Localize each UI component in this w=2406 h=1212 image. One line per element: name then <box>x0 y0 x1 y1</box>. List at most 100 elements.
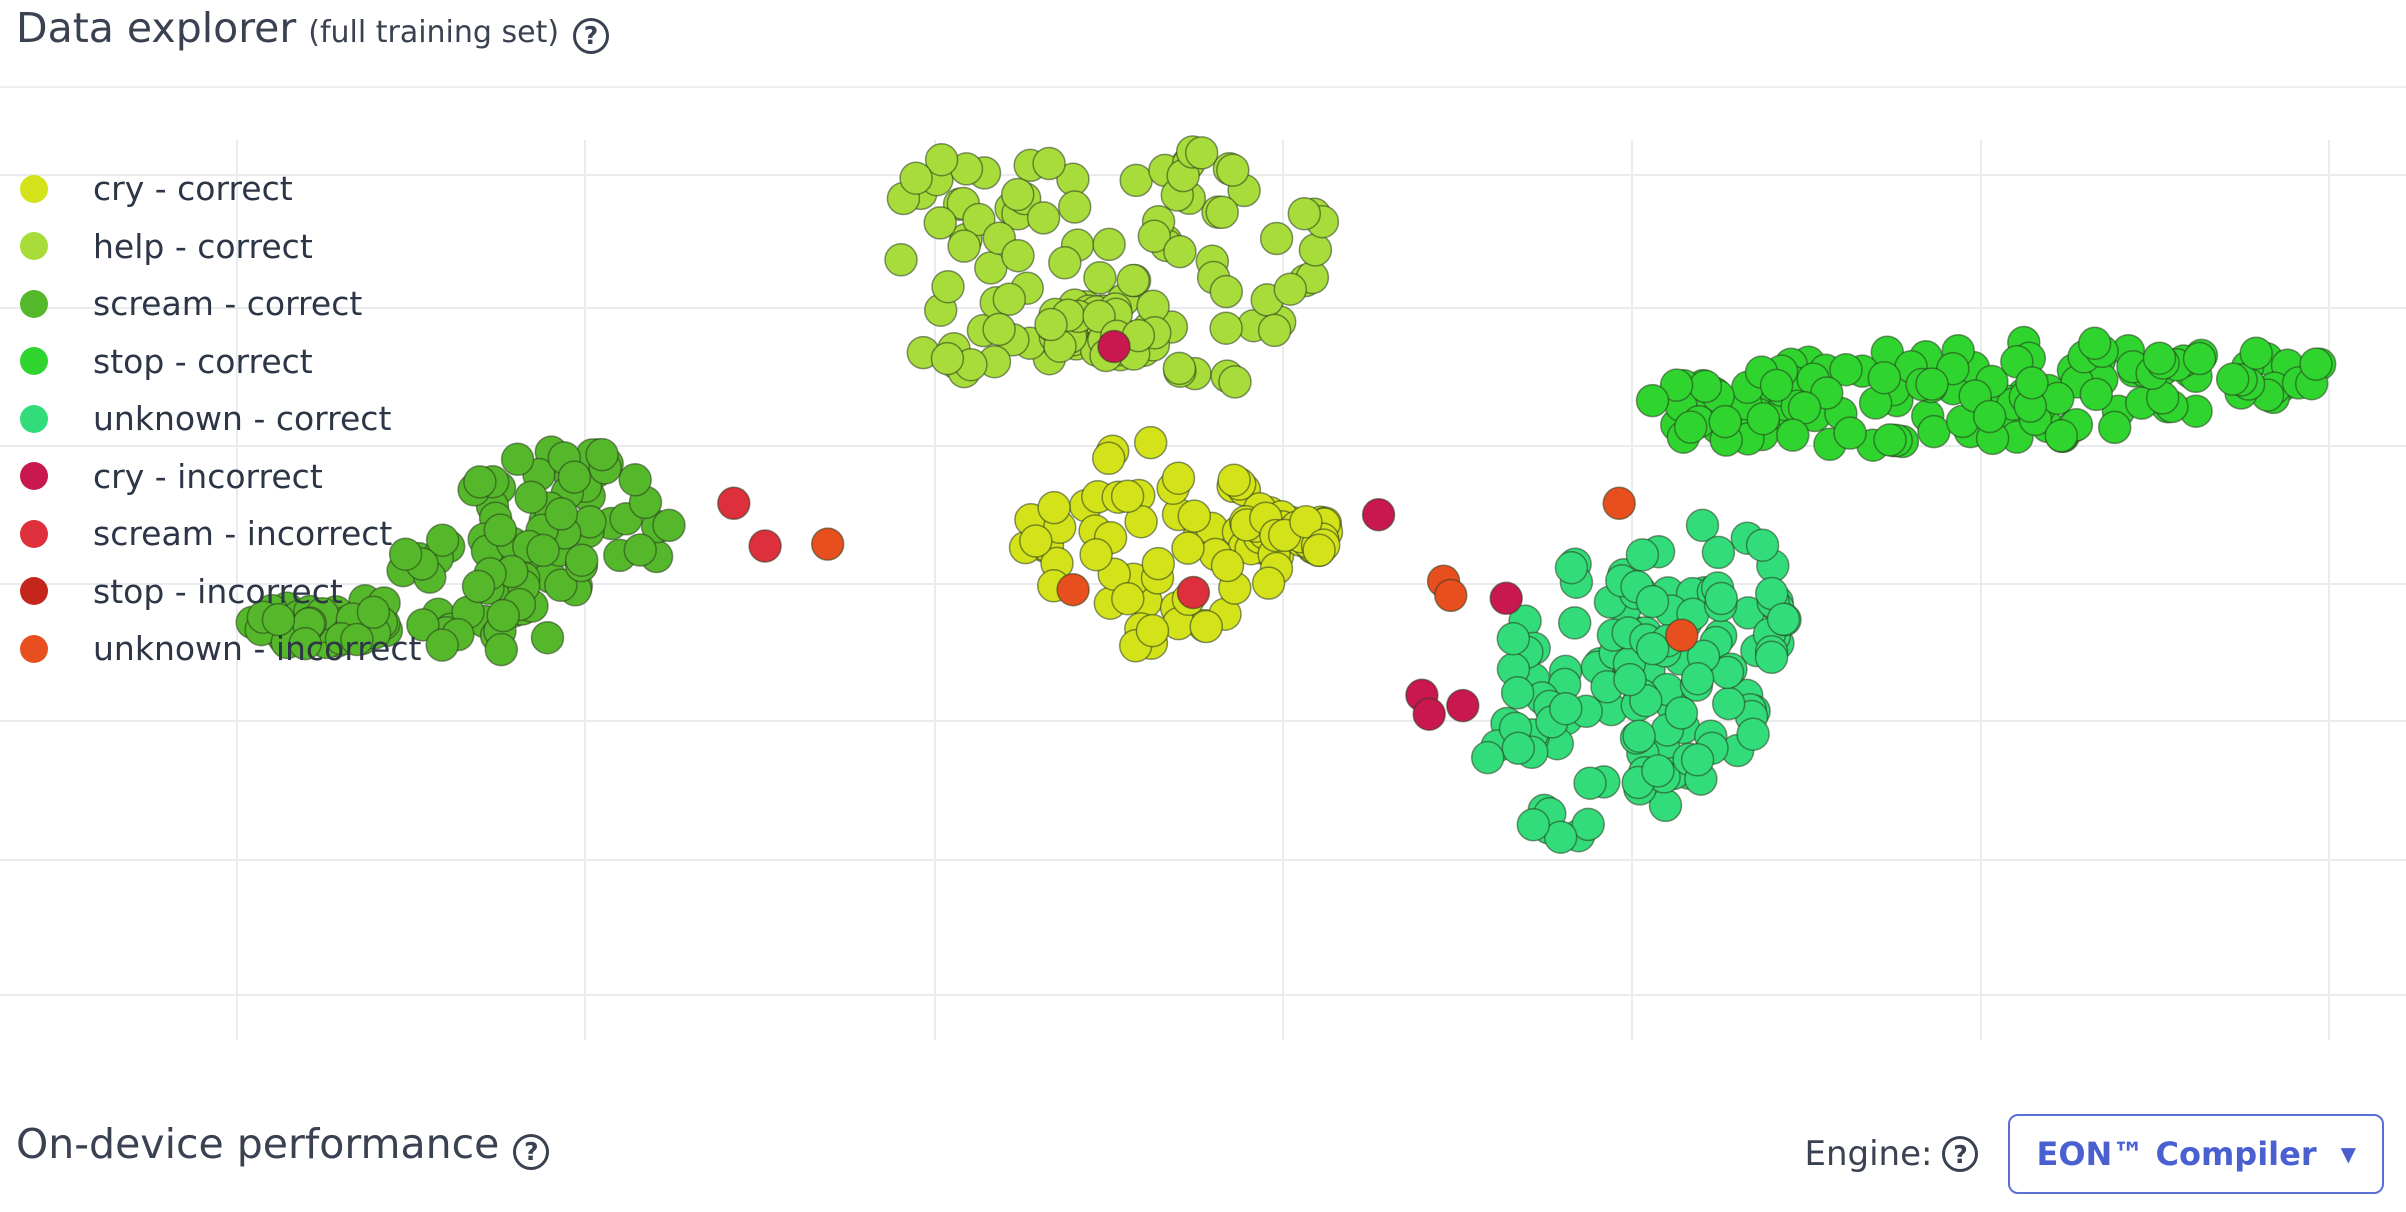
legend-label: unknown - incorrect <box>93 629 422 669</box>
scatter-point <box>2239 336 2273 370</box>
legend-label: cry - incorrect <box>93 456 323 496</box>
scatter-point <box>1210 548 1245 583</box>
scatter-point <box>1680 743 1715 777</box>
legend-swatch <box>20 462 48 491</box>
legend-item[interactable]: scream - correct <box>20 275 421 333</box>
scatter-point <box>261 602 296 637</box>
legend-swatch <box>20 232 48 261</box>
help-icon[interactable]: ? <box>1942 1136 1979 1172</box>
scatter-point <box>1602 486 1636 521</box>
scatter-point <box>1759 368 1794 403</box>
scatter-point <box>484 632 519 667</box>
scatter-point <box>2077 326 2112 361</box>
scatter-point <box>2044 418 2079 453</box>
scatter-point <box>500 442 535 477</box>
legend-item[interactable]: unknown - correct <box>20 390 421 448</box>
scatter-point <box>1161 461 1196 495</box>
scatter-point <box>1302 533 1336 568</box>
scatter-point <box>1613 662 1647 697</box>
legend-label: unknown - correct <box>93 399 392 439</box>
scatter-point <box>1776 418 1810 452</box>
scatter-point <box>1701 535 1736 570</box>
scatter-point <box>340 622 374 657</box>
scatter-point <box>1037 490 1071 525</box>
scatter-point <box>1209 311 1243 345</box>
scatter-point <box>1711 686 1746 721</box>
scatter-point <box>748 529 782 563</box>
scatter-point <box>1141 546 1176 581</box>
scatter-point <box>618 463 652 497</box>
scatter-point <box>1625 538 1660 572</box>
legend-label: scream - incorrect <box>93 514 393 554</box>
scatter-point <box>2079 377 2114 412</box>
scatter-point <box>1298 233 1333 267</box>
scatter-point <box>1685 508 1720 543</box>
scatter-point <box>1680 661 1715 696</box>
scatter-point <box>1622 719 1656 753</box>
legend-item[interactable]: scream - incorrect <box>20 505 421 563</box>
legend-item[interactable]: cry - correct <box>20 160 421 218</box>
chart-legend: cry - correct help - correct scream - co… <box>20 160 421 678</box>
scatter-point <box>1217 463 1251 497</box>
scatter-point <box>1133 425 1168 460</box>
scatter-point <box>1097 329 1131 364</box>
scatter-point <box>2142 341 2177 375</box>
legend-item[interactable]: cry - incorrect <box>20 448 421 506</box>
scatter-point <box>992 282 1027 316</box>
legend-swatch <box>20 519 48 548</box>
legend-item[interactable]: stop - incorrect <box>20 563 421 621</box>
scatter-point <box>1972 399 2007 434</box>
scatter-point <box>1001 238 1035 273</box>
scatter-point <box>1177 499 1212 533</box>
scatter-point <box>1116 263 1150 298</box>
engine-selector: Engine: ? EON™ Compiler ▼ <box>1805 1114 2384 1194</box>
scatter-point <box>1083 261 1117 295</box>
scatter-point <box>810 527 845 561</box>
scatter-point <box>2299 347 2333 381</box>
scatter-point <box>486 598 520 633</box>
scatter-point <box>1205 195 1239 230</box>
help-icon[interactable]: ? <box>513 1133 550 1170</box>
engine-dropdown[interactable]: EON™ Compiler ▼ <box>2008 1114 2384 1194</box>
data-explorer-header: Data explorer (full training set) ? <box>16 4 610 54</box>
scatter-point <box>1915 367 1949 401</box>
scatter-point <box>1500 676 1535 710</box>
scatter-point <box>884 243 918 277</box>
scatter-point <box>930 341 965 376</box>
help-icon[interactable]: ? <box>573 17 610 54</box>
scatter-point <box>1361 497 1396 532</box>
scatter-point <box>483 513 518 547</box>
scatter-point <box>1708 404 1742 439</box>
performance-title: On-device performance <box>16 1120 500 1168</box>
scatter-point <box>544 568 578 603</box>
chevron-down-icon: ▼ <box>2340 1142 2356 1166</box>
legend-item[interactable]: help - correct <box>20 218 421 276</box>
scatter-point <box>425 628 459 662</box>
scatter-point <box>923 206 957 240</box>
data-explorer-subtitle: (full training set) <box>308 15 560 50</box>
scatter-point <box>1137 219 1172 253</box>
scatter-point <box>947 229 981 263</box>
data-explorer-title: Data explorer <box>16 4 297 52</box>
scatter-point <box>530 620 565 655</box>
scatter-point <box>2015 366 2049 400</box>
legend-label: scream - correct <box>93 284 363 324</box>
scatter-point <box>1289 505 1323 539</box>
legend-swatch <box>20 577 48 606</box>
scatter-point <box>1257 313 1292 348</box>
scatter-point <box>924 142 959 177</box>
scatter-plot[interactable] <box>0 90 2406 1060</box>
scatter-point <box>1917 414 1951 449</box>
scatter-point <box>899 161 933 195</box>
scatter-point <box>461 569 496 604</box>
scatter-point <box>544 497 579 531</box>
legend-item[interactable]: stop - correct <box>20 333 421 391</box>
scatter-point <box>1434 578 1468 613</box>
scatter-point <box>1635 584 1670 619</box>
legend-item[interactable]: unknown - incorrect <box>20 620 421 678</box>
legend-swatch <box>20 404 48 433</box>
scatter-point <box>1026 201 1061 235</box>
scatter-point <box>388 537 423 571</box>
legend-label: help - correct <box>93 226 313 266</box>
scatter-point <box>1873 423 1907 457</box>
